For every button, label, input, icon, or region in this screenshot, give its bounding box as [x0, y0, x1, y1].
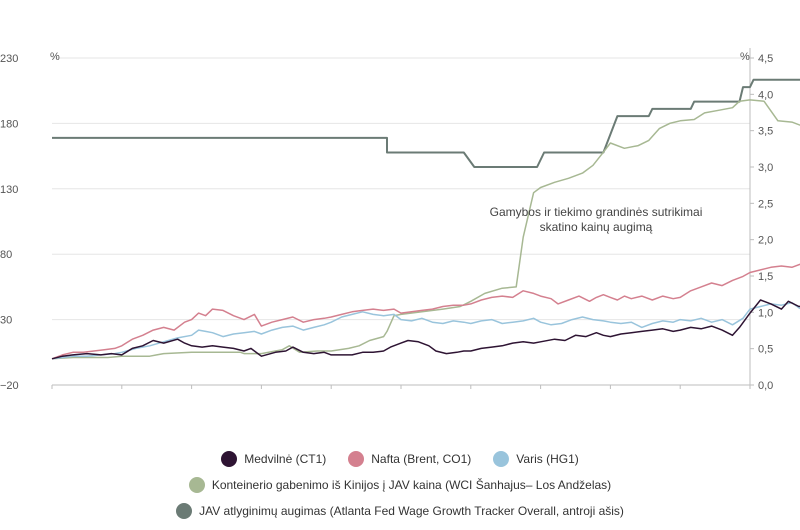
- chart-canvas: 230 180 130 80 30 −20 4,5 4,0 3,5 3,0 2,5 2,0 1,5 1,…: [0, 48, 800, 392]
- legend-item-cotton[interactable]: Medvilnė (CT1): [221, 451, 326, 467]
- right-tick-label: 2,0: [758, 235, 773, 247]
- right-tick-label: 3,0: [758, 162, 773, 174]
- left-tick-label: 230: [0, 53, 18, 65]
- right-tick-label: 3,5: [758, 126, 773, 138]
- series-container-line: [51, 99, 800, 360]
- annotation-line-2: skatino kainų augimą: [540, 220, 653, 234]
- right-tick-label: 0,5: [758, 344, 773, 356]
- legend-row-2: Konteinerio gabenimo iš Kinijos į JAV ka…: [0, 472, 800, 498]
- annotation-line-1: Gamybos ir tiekimo grandinės sutrikimai: [490, 205, 703, 219]
- legend-swatch-oil: [348, 451, 365, 467]
- legend-label-copper: Varis (HG1): [516, 452, 579, 466]
- legend-label-wage: JAV atlyginimų augimas (Atlanta Fed Wage…: [199, 504, 624, 518]
- legend-swatch-wage: [176, 503, 193, 519]
- legend-item-container[interactable]: Konteinerio gabenimo iš Kinijos į JAV ka…: [188, 477, 612, 493]
- right-tick-label: 1,0: [758, 307, 773, 319]
- right-tick-label: 1,5: [758, 271, 773, 283]
- series-cotton-line: [51, 299, 800, 360]
- left-axis-unit: %: [50, 51, 60, 63]
- right-tick-label: 0,0: [758, 380, 773, 392]
- legend-swatch-copper: [493, 451, 510, 467]
- right-tick-label: 2,5: [758, 198, 773, 210]
- series-copper-line: [51, 301, 800, 360]
- legend-item-wage[interactable]: JAV atlyginimų augimas (Atlanta Fed Wage…: [176, 503, 624, 519]
- left-tick-label: 180: [0, 118, 18, 130]
- right-axis-unit: %: [740, 51, 750, 63]
- legend-item-copper[interactable]: Varis (HG1): [493, 451, 579, 467]
- left-tick-label: 130: [0, 184, 18, 196]
- x-axis: 0120210220210320210420210520210620210720…: [51, 384, 751, 389]
- series-wage-line: [52, 78, 800, 168]
- legend-label-cotton: Medvilnė (CT1): [244, 452, 327, 466]
- legend-swatch-cotton: [221, 451, 238, 467]
- left-tick-label: 80: [0, 249, 12, 261]
- left-tick-label: 30: [0, 315, 12, 327]
- right-tick-label: 4,5: [758, 53, 773, 65]
- series-layer: [51, 78, 800, 360]
- legend-row-3: JAV atlyginimų augimas (Atlanta Fed Wage…: [0, 498, 800, 524]
- legend-label-oil: Nafta (Brent, CO1): [371, 452, 472, 466]
- series-oil-line: [51, 263, 800, 360]
- legend-label-container: Konteinerio gabenimo iš Kinijos į JAV ka…: [211, 478, 612, 492]
- right-tick-label: 4,0: [758, 89, 773, 101]
- left-tick-label: −20: [0, 380, 19, 392]
- legend-swatch-container: [188, 477, 205, 493]
- legend-row-1: Medvilnė (CT1) Nafta (Brent, CO1) Varis …: [0, 446, 800, 472]
- left-axis: 230 180 130 80 30 −20: [0, 53, 19, 392]
- right-axis: 4,5 4,0 3,5 3,0 2,5 2,0 1,5 1,0 0,5 0,0: [749, 48, 773, 392]
- legend: Medvilnė (CT1) Nafta (Brent, CO1) Varis …: [0, 446, 800, 524]
- legend-item-oil[interactable]: Nafta (Brent, CO1): [348, 451, 471, 467]
